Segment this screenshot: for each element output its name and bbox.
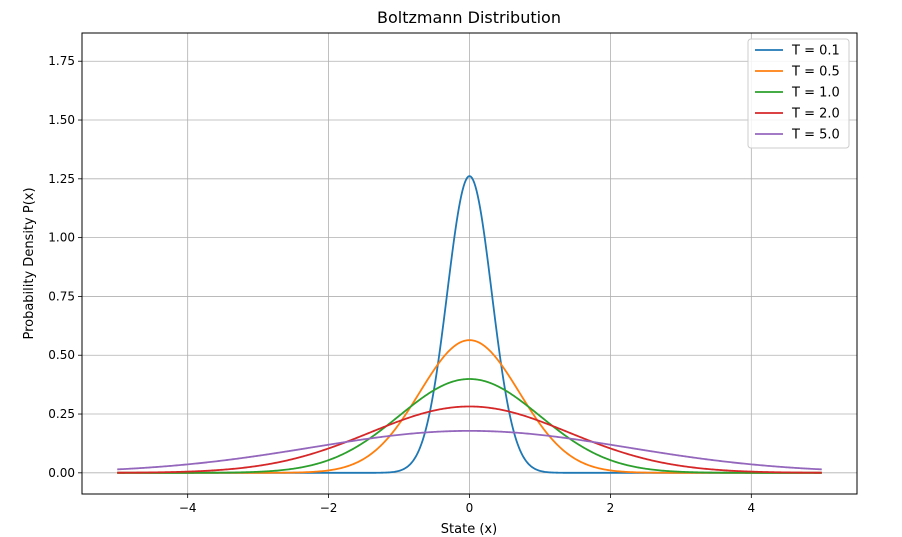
legend: T = 0.1 T = 0.5 T = 1.0 T = 2.0 T = 5.0	[747, 38, 850, 149]
legend-box	[747, 38, 850, 149]
y-tick-label: 0.25	[48, 407, 75, 421]
x-tick-label: 4	[747, 501, 755, 515]
y-tick-label: 0.50	[48, 348, 75, 362]
legend-label: T = 1.0	[791, 86, 840, 101]
chart-title: Boltzmann Distribution	[377, 8, 561, 27]
y-tick-label: 0.00	[48, 466, 75, 480]
series-line-t-2-0	[117, 405, 822, 474]
axis-ticks: −4 −2 0 2 4 0.00 0.25 0.50 0.75 1.00 1.25 1.50 1.75	[48, 54, 755, 515]
legend-label: T = 5.0	[791, 128, 840, 143]
x-axis-label: State (x)	[441, 522, 497, 537]
series-line-t-5-0	[117, 429, 822, 471]
y-tick-label: 1.00	[48, 231, 75, 245]
y-tick-label: 1.50	[48, 113, 75, 127]
y-tick-label: 1.25	[48, 172, 75, 186]
x-tick-label: 2	[607, 501, 615, 515]
legend-label: T = 0.1	[791, 44, 840, 59]
y-axis-label: Probability Density P(x)	[22, 187, 37, 339]
series-line-t-1-0	[117, 378, 822, 474]
x-tick-label: 0	[466, 501, 474, 515]
x-tick-label: −2	[320, 501, 338, 515]
y-tick-label: 1.75	[48, 54, 75, 68]
x-tick-label: −4	[179, 501, 197, 515]
series-lines	[117, 175, 822, 474]
legend-label: T = 0.5	[791, 65, 840, 80]
y-tick-label: 0.75	[48, 289, 75, 303]
grid-lines	[82, 33, 857, 494]
legend-label: T = 2.0	[791, 107, 840, 122]
